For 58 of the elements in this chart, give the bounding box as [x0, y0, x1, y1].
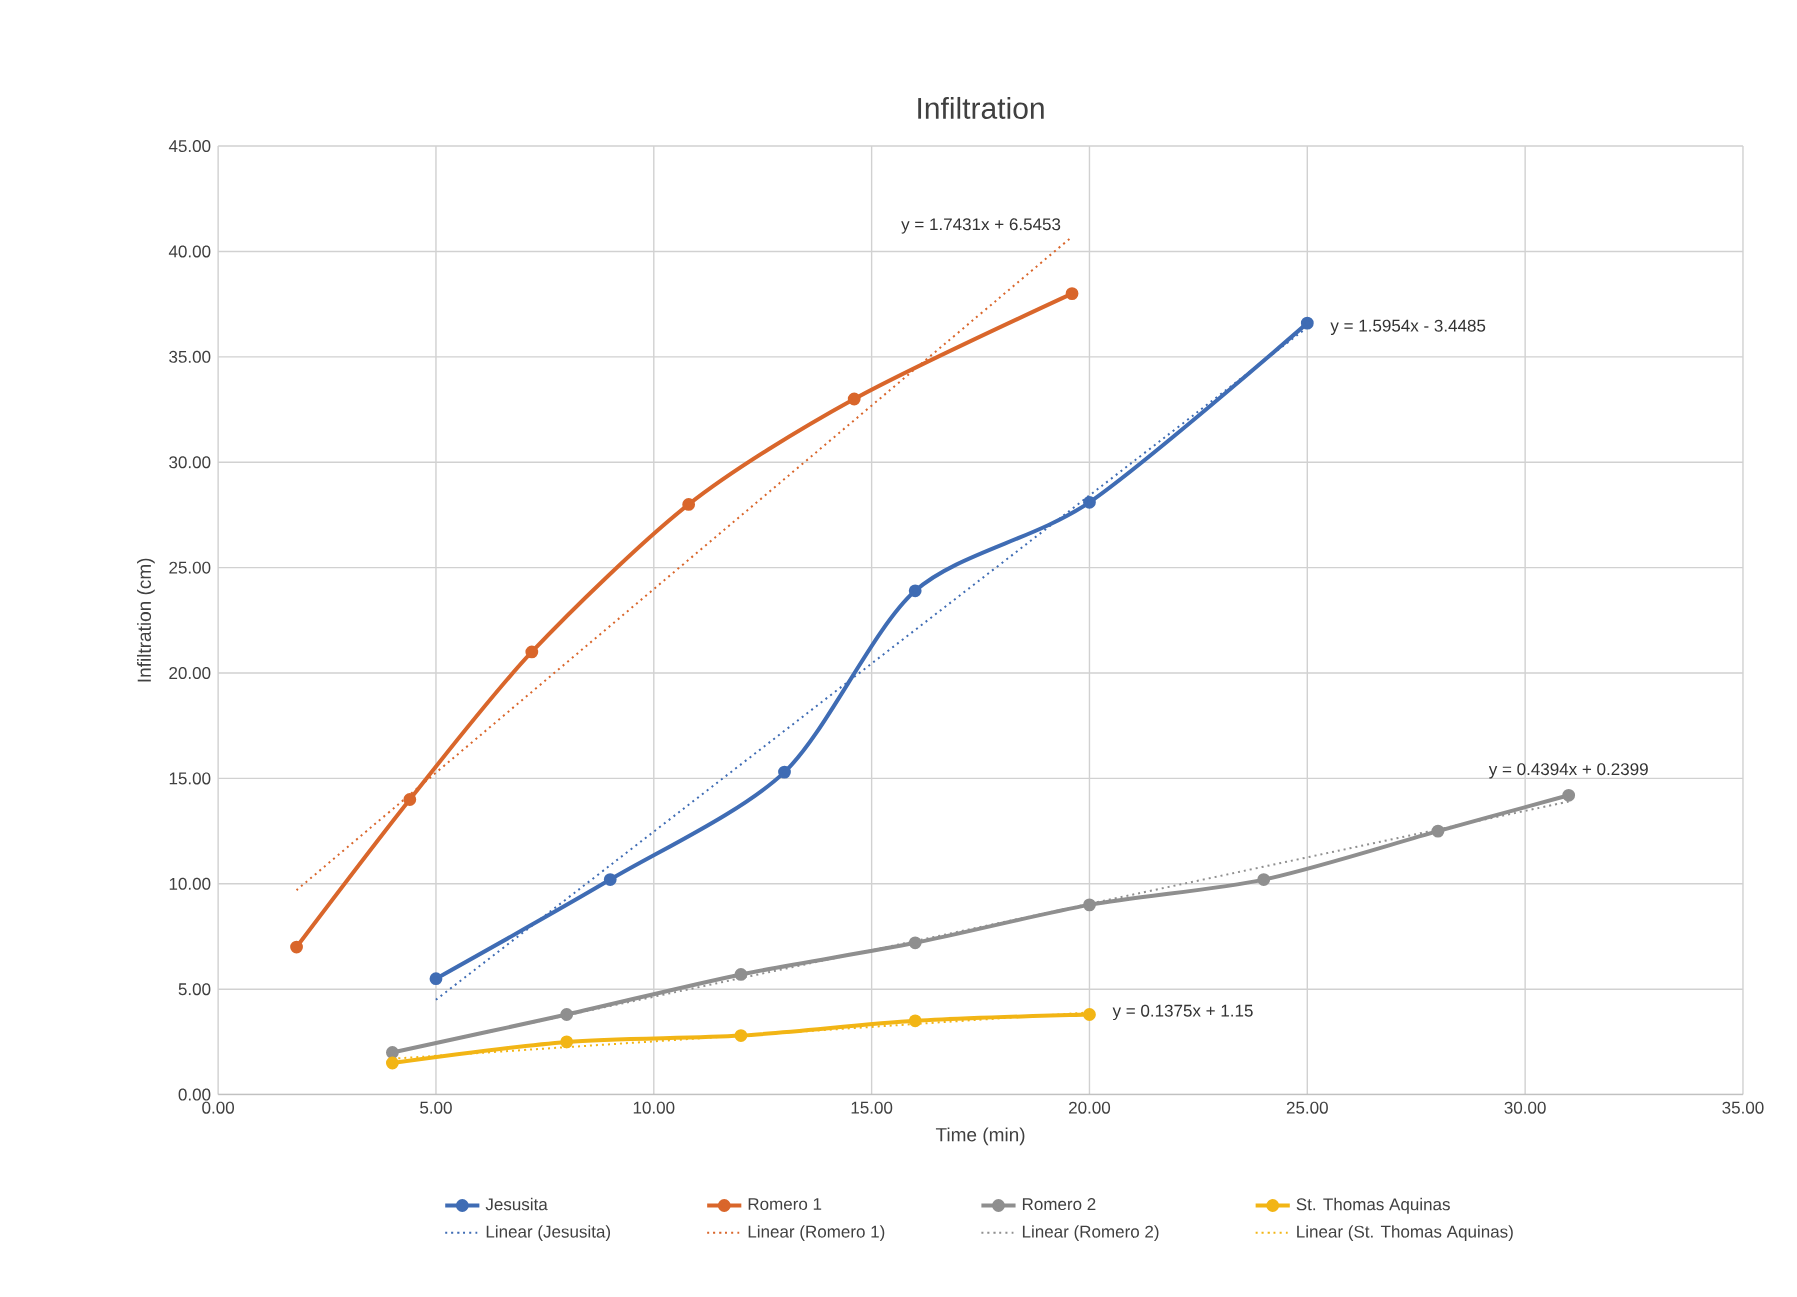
annotation: y = 0.4394x + 0.2399 [1488, 763, 1648, 779]
point [1562, 789, 1576, 802]
point [1083, 1008, 1096, 1022]
y-tick-label: 10.00 [169, 877, 211, 890]
y-tick-label: 30.00 [169, 456, 211, 469]
point [386, 1046, 399, 1059]
x-tick-label: 0.00 [202, 1101, 235, 1114]
y-tick-label: 40.00 [168, 245, 211, 258]
legend-label: Romero 1 [748, 1198, 822, 1211]
y-tick-label: 25.00 [169, 561, 211, 574]
y-tick-label: 5.00 [178, 983, 211, 996]
y-tick-label: 45.00 [168, 140, 211, 153]
point [847, 392, 861, 406]
point [525, 645, 539, 659]
x-tick-label: 30.00 [1504, 1101, 1546, 1114]
point [1083, 496, 1096, 509]
point [429, 972, 443, 986]
point [290, 940, 303, 954]
legend-label: Linear (Romero 1) [748, 1225, 885, 1242]
legend-label: Linear (Jesusita) [486, 1225, 611, 1242]
legend-label: St. Thomas Aquinas [1296, 1197, 1450, 1214]
point [682, 498, 696, 511]
annotation: y = 1.7431x + 6.5453 [901, 218, 1061, 234]
annotation: y = 0.1375x + 1.15 [1112, 1004, 1253, 1021]
point [560, 1035, 574, 1049]
legend-label: Linear (St. Thomas Aquinas) [1297, 1225, 1513, 1242]
annotation: y = 1.5954x - 3.4485 [1330, 319, 1486, 336]
point [908, 936, 922, 950]
point [403, 793, 417, 807]
y-tick-label: 20.00 [169, 667, 211, 680]
x-tick-label: 25.00 [1286, 1101, 1328, 1114]
point [734, 968, 748, 981]
point [908, 1014, 922, 1028]
x-tick-label: 20.00 [1069, 1101, 1111, 1114]
y-axis-title: Infiltration (cm) [137, 558, 155, 682]
point [908, 584, 922, 598]
legend-label: Romero 2 [1022, 1198, 1096, 1211]
point [734, 1029, 748, 1043]
point [1083, 898, 1096, 912]
chart-title: Infiltration [918, 97, 1044, 120]
y-tick-label: 0.00 [178, 1088, 211, 1101]
point [1065, 287, 1079, 301]
x-tick-label: 10.00 [633, 1101, 675, 1114]
point [1431, 824, 1445, 838]
y-tick-label: 35.00 [169, 350, 211, 364]
point [1257, 873, 1271, 887]
x-tick-label: 15.00 [851, 1101, 893, 1114]
x-tick-label: 35.00 [1722, 1101, 1764, 1114]
point [778, 765, 791, 779]
point [386, 1056, 399, 1070]
y-tick-label: 15.00 [169, 772, 211, 785]
legend-label: Linear (Romero 2) [1022, 1225, 1159, 1242]
x-axis-title: Time (min) [935, 1127, 1025, 1146]
point [603, 873, 617, 887]
point [1300, 316, 1314, 330]
legend-label: Jesusita [485, 1197, 548, 1211]
point [560, 1008, 574, 1022]
x-tick-label: 5.00 [420, 1101, 452, 1114]
